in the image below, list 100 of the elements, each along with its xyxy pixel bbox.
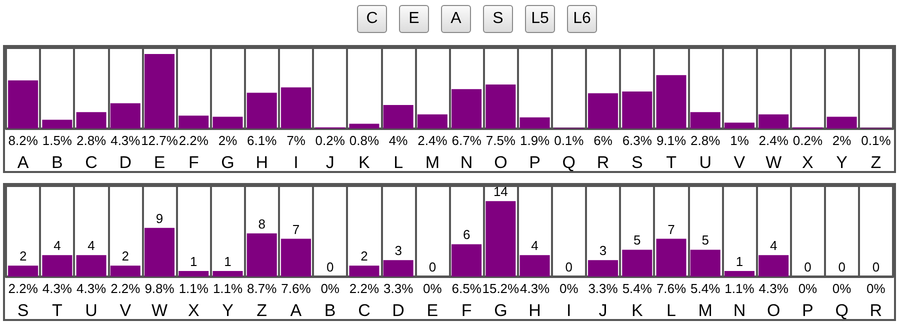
x-tick-label: F bbox=[188, 153, 199, 172]
annotation: 7 bbox=[292, 222, 300, 237]
bar bbox=[178, 271, 209, 276]
annotation: 1 bbox=[736, 254, 744, 270]
x-tick-label: V bbox=[120, 301, 132, 320]
x-tick-label: A bbox=[17, 153, 30, 172]
data-label: 0.2% bbox=[315, 133, 346, 148]
annotation: 6 bbox=[462, 227, 470, 242]
annotation: 1 bbox=[190, 254, 198, 270]
data-label: 7.5% bbox=[486, 133, 516, 148]
x-tick-label: S bbox=[17, 301, 29, 320]
annotation: 4 bbox=[88, 238, 95, 254]
bar bbox=[622, 250, 652, 276]
data-label: 0% bbox=[320, 281, 340, 296]
annotation: 2 bbox=[122, 248, 130, 264]
bar bbox=[8, 266, 38, 276]
annotation: 4 bbox=[54, 238, 61, 254]
x-tick-label: O bbox=[494, 153, 508, 172]
bar bbox=[212, 271, 243, 276]
bar bbox=[42, 255, 72, 276]
data-label: 1.9% bbox=[520, 133, 550, 148]
bar bbox=[826, 116, 857, 128]
bar bbox=[178, 116, 209, 128]
annotation: 2 bbox=[19, 248, 27, 264]
x-tick-label: R bbox=[870, 301, 882, 320]
annotation: 3 bbox=[599, 243, 607, 258]
data-label: 2.4% bbox=[758, 133, 789, 148]
annotation: 0 bbox=[872, 260, 880, 274]
annotation: 5 bbox=[702, 232, 709, 248]
text: A bbox=[441, 5, 471, 33]
x-tick-label: R bbox=[596, 153, 610, 172]
x-tick-label: K bbox=[358, 153, 371, 172]
bar bbox=[349, 124, 380, 128]
text: C bbox=[357, 5, 387, 33]
annotation: 0 bbox=[565, 260, 573, 274]
data-label: 5.4% bbox=[622, 281, 652, 296]
x-tick-label: T bbox=[52, 301, 62, 320]
data-label: 0% bbox=[423, 281, 442, 296]
text: E bbox=[399, 5, 429, 33]
data-label: 2.8% bbox=[690, 133, 721, 148]
annotation: 4 bbox=[770, 238, 778, 254]
data-label: 15.2% bbox=[482, 281, 520, 296]
bar bbox=[280, 238, 311, 276]
x-tick-label: Q bbox=[562, 153, 576, 172]
bar bbox=[8, 80, 38, 128]
x-tick-label: A bbox=[290, 301, 302, 320]
x-tick-label: U bbox=[699, 153, 712, 172]
data-label: 4% bbox=[388, 133, 408, 148]
x-tick-label: X bbox=[802, 153, 814, 172]
annotation: 8 bbox=[258, 216, 266, 232]
bar bbox=[452, 89, 482, 128]
data-label: 8.2% bbox=[8, 133, 38, 148]
x-tick-label: Y bbox=[836, 153, 848, 172]
annotation: 0 bbox=[838, 260, 846, 274]
annotation: 14 bbox=[493, 184, 508, 200]
x-tick-label: N bbox=[733, 301, 746, 320]
x-tick-label: G bbox=[221, 153, 234, 172]
x-tick-label: M bbox=[698, 301, 712, 320]
x-tick-label: B bbox=[52, 153, 63, 172]
bar bbox=[520, 255, 550, 276]
data-label: 4.3% bbox=[758, 281, 789, 296]
x-tick-label: Q bbox=[835, 301, 848, 320]
data-label: 6.1% bbox=[247, 133, 278, 148]
data-label: 4.3% bbox=[76, 281, 107, 296]
bar bbox=[383, 260, 414, 276]
bar bbox=[383, 105, 414, 128]
x-tick-label: H bbox=[256, 153, 268, 172]
bar bbox=[588, 260, 618, 276]
annotation: 3 bbox=[394, 243, 402, 258]
data-label: 9.8% bbox=[144, 281, 175, 296]
x-tick-label: J bbox=[598, 301, 608, 320]
x-tick-label: K bbox=[631, 301, 644, 320]
data-label: 7.6% bbox=[281, 281, 312, 296]
x-tick-label: G bbox=[494, 301, 508, 320]
bar bbox=[758, 255, 789, 276]
bar bbox=[42, 120, 72, 128]
x-tick-label: E bbox=[154, 153, 166, 172]
data-label: 4.3% bbox=[110, 133, 141, 148]
data-label: 6.3% bbox=[622, 133, 652, 148]
data-label: 8.7% bbox=[247, 281, 278, 296]
bar bbox=[486, 84, 516, 128]
x-tick-label: X bbox=[188, 301, 200, 320]
bar bbox=[280, 87, 311, 128]
x-tick-label: F bbox=[461, 301, 472, 320]
annotation: 2 bbox=[360, 248, 368, 264]
annotation: 7 bbox=[668, 222, 675, 237]
x-tick-label: S bbox=[631, 153, 643, 172]
data-label: 7.6% bbox=[656, 281, 686, 296]
bar bbox=[246, 233, 277, 276]
bar bbox=[144, 228, 175, 276]
text: L5 bbox=[525, 5, 555, 33]
bar bbox=[520, 117, 550, 128]
data-label: 1.1% bbox=[178, 281, 209, 296]
bar bbox=[724, 271, 754, 276]
x-tick-label: B bbox=[324, 301, 336, 320]
data-label: 0.1% bbox=[554, 133, 584, 148]
bar bbox=[110, 266, 140, 276]
annotation: 9 bbox=[156, 210, 164, 226]
x-tick-label: M bbox=[425, 153, 440, 172]
bar bbox=[486, 201, 516, 276]
